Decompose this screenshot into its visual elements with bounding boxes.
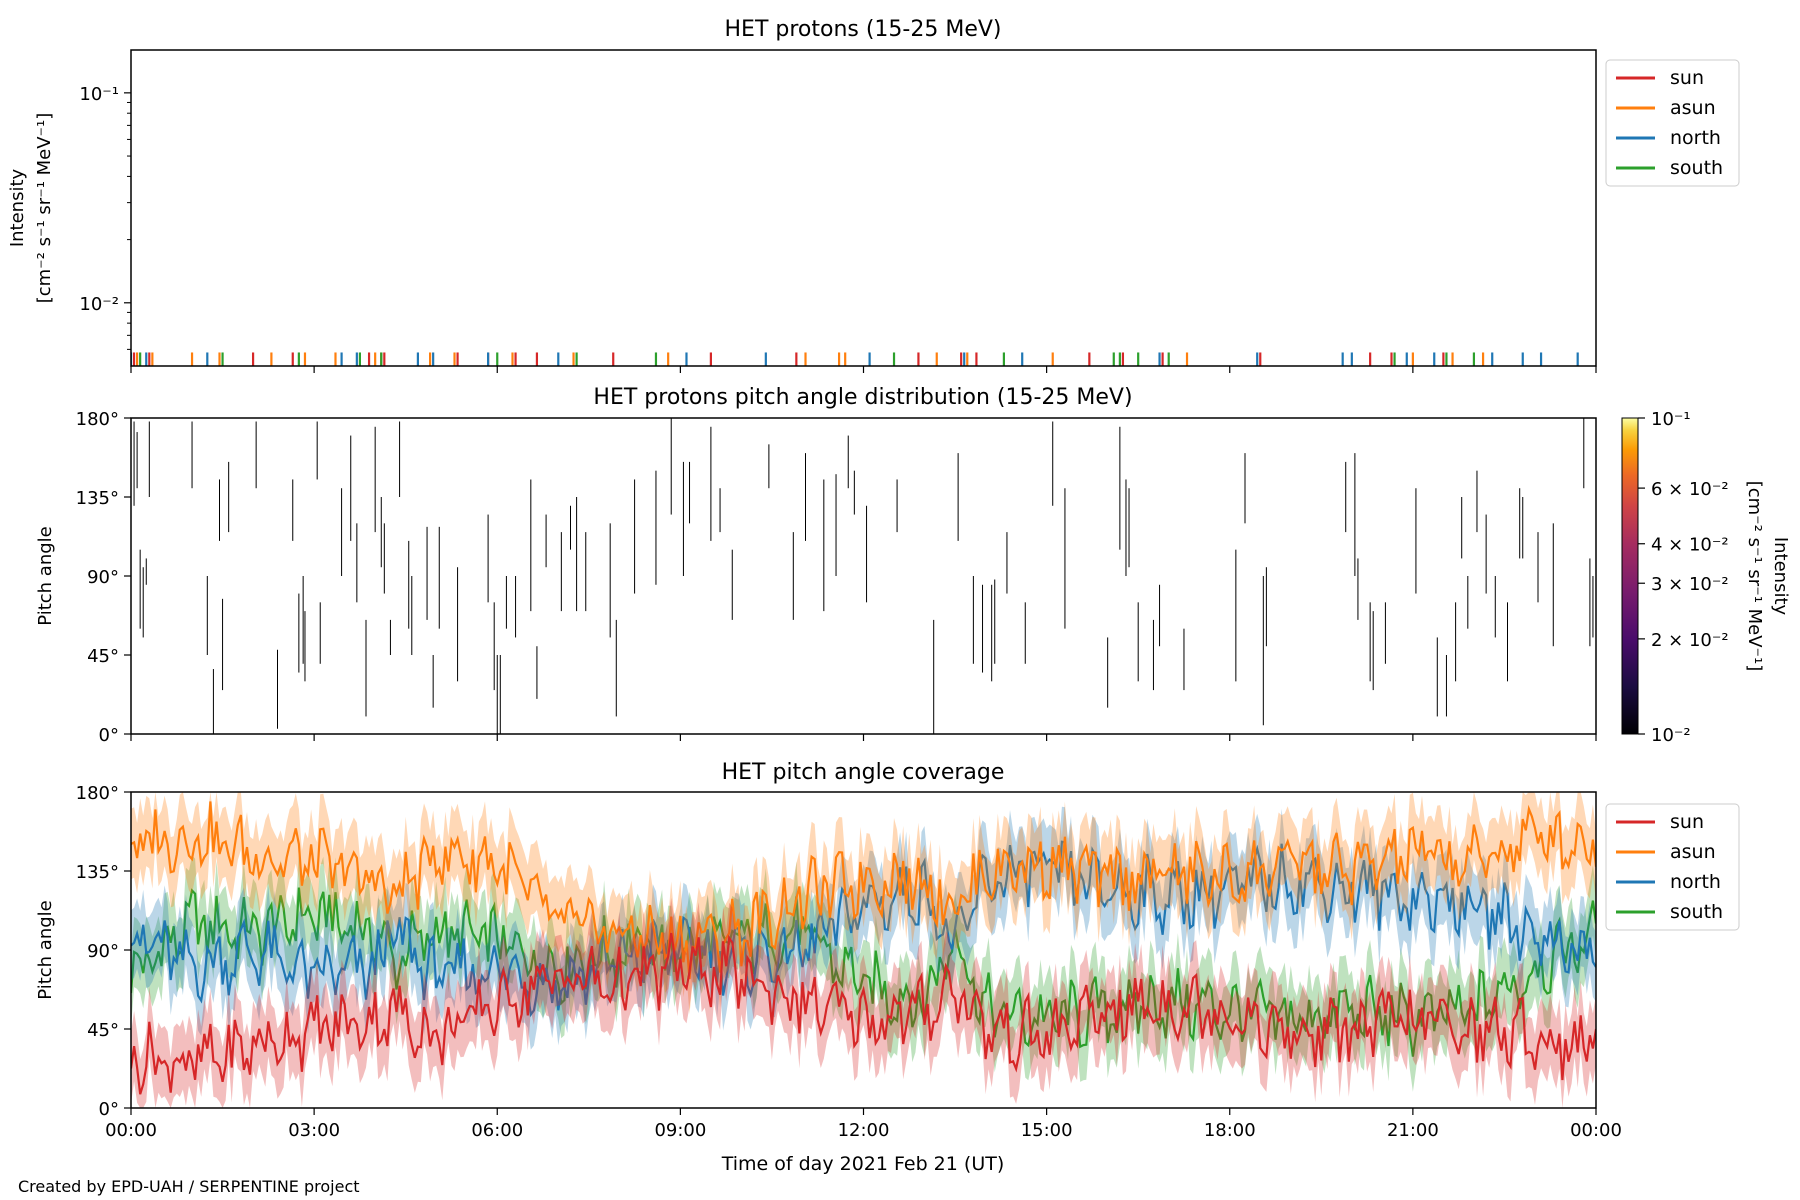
y-tick-label: 45° <box>87 1020 119 1041</box>
band-asun <box>131 792 1596 1015</box>
y-tick-label: 135° <box>76 488 119 509</box>
colorbar-tick-label: 3 × 10⁻² <box>1651 574 1729 595</box>
colorbar-ticks: 10⁻¹ 6 × 10⁻² 4 × 10⁻² 3 × 10⁻² 2 × 10⁻² 10⁻² <box>1638 409 1729 746</box>
panel1-ylabel-line2: [cm⁻² s⁻¹ sr⁻¹ MeV⁻¹] <box>34 113 55 304</box>
legend-label-sun: sun <box>1670 67 1704 89</box>
panel3-legend: sun asun north south <box>1605 803 1740 931</box>
x-tick-label: 21:00 <box>1387 1120 1439 1141</box>
legend-box <box>1605 59 1740 187</box>
series-line-sun <box>131 932 1596 1095</box>
x-tick-label: 09:00 <box>654 1120 706 1141</box>
series-line-asun <box>131 801 1596 980</box>
panel3-series <box>131 792 1596 1108</box>
panel1-frame <box>130 49 1597 367</box>
panel1-legend: sun asun north south <box>1605 59 1740 187</box>
colorbar-tick-label: 10⁻¹ <box>1651 409 1691 430</box>
x-axis-label: Time of day 2021 Feb 21 (UT) <box>721 1153 1005 1175</box>
colorbar-tick-label: 4 × 10⁻² <box>1651 535 1729 556</box>
legend-label-sun: sun <box>1670 811 1704 833</box>
legend-label-asun: asun <box>1670 97 1716 119</box>
panel1-title: HET protons (15-25 MeV) <box>725 17 1002 42</box>
panel2-ylabel: Pitch angle <box>35 526 56 625</box>
colorbar-label-line2: [cm⁻² s⁻¹ sr⁻¹ MeV⁻¹] <box>1744 481 1765 672</box>
y-tick-label: 10⁻² <box>79 294 119 315</box>
x-tick-label: 00:00 <box>105 1120 157 1141</box>
legend-box <box>1605 803 1740 931</box>
panel2-heatmap-segments <box>133 418 1594 734</box>
panel1-ylabel-line1: Intensity <box>7 168 28 247</box>
legend-label-south: south <box>1670 901 1723 923</box>
band-sun <box>131 897 1596 1108</box>
legend-label-asun: asun <box>1670 841 1716 863</box>
panel1-y-axis: 10⁻¹ 10⁻² <box>79 84 131 350</box>
panel-intensity: HET protons (15-25 MeV) 10⁻¹ 10⁻² Intensi… <box>7 17 1740 367</box>
y-tick-label: 45° <box>87 646 119 667</box>
panel3-title: HET pitch angle coverage <box>722 760 1005 785</box>
y-tick-label: 10⁻¹ <box>79 84 119 105</box>
y-tick-label: 135° <box>76 862 119 883</box>
time-axes: 00:00 03:00 06:00 09:00 12:00 15:00 18:00 21:00… <box>105 366 1622 1141</box>
panel3-y-axis: 0° 45° 90° 135° 180° <box>76 783 131 1120</box>
y-tick-label: 90° <box>87 941 119 962</box>
colorbar-label-line1: Intensity <box>1770 537 1791 616</box>
x-tick-label: 06:00 <box>471 1120 523 1141</box>
panel1-spikes <box>131 352 1579 366</box>
band-south <box>131 852 1596 1092</box>
y-tick-label: 180° <box>76 409 119 430</box>
y-tick-label: 0° <box>99 725 119 746</box>
panel3-ylabel: Pitch angle <box>35 900 56 999</box>
y-tick-label: 0° <box>99 1099 119 1120</box>
colorbar-tick-label: 2 × 10⁻² <box>1651 630 1729 651</box>
x-tick-label: 00:00 <box>1570 1120 1622 1141</box>
panel2-title: HET protons pitch angle distribution (15… <box>593 385 1132 410</box>
legend-label-north: north <box>1670 127 1721 149</box>
credit-text: Created by EPD-UAH / SERPENTINE project <box>18 1177 360 1196</box>
colorbar-tick-label: 6 × 10⁻² <box>1651 479 1729 500</box>
series-line-north <box>131 840 1596 1018</box>
legend-label-north: north <box>1670 871 1721 893</box>
y-tick-label: 90° <box>87 567 119 588</box>
colorbar <box>1621 417 1639 735</box>
panel-pitch-distribution: HET protons pitch angle distribution (15… <box>35 385 1791 746</box>
x-tick-label: 18:00 <box>1204 1120 1256 1141</box>
x-tick-label: 12:00 <box>838 1120 890 1141</box>
y-tick-label: 180° <box>76 783 119 804</box>
panel-pitch-coverage: HET pitch angle coverage 0° 45° 90° 135° 180… <box>35 760 1740 1120</box>
panel2-y-axis: 0° 45° 90° 135° 180° <box>76 409 131 746</box>
colorbar-tick-label: 10⁻² <box>1651 725 1691 746</box>
legend-label-south: south <box>1670 157 1723 179</box>
x-tick-label: 15:00 <box>1021 1120 1073 1141</box>
x-tick-label: 03:00 <box>288 1120 340 1141</box>
